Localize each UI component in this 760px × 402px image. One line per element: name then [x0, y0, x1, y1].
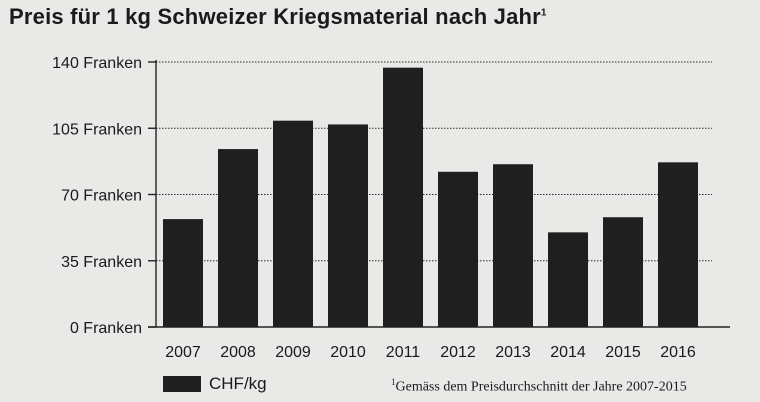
legend-label: CHF/kg	[209, 374, 267, 393]
bar	[658, 162, 698, 327]
x-tick-label: 2014	[550, 344, 586, 361]
bar	[603, 217, 643, 327]
bar	[438, 171, 478, 327]
y-tick-label: 140 Franken	[52, 55, 142, 72]
chart-title-text: Preis für 1 kg Schweizer Kriegsmaterial …	[9, 4, 541, 29]
x-tick-label: 2012	[440, 344, 476, 361]
y-tick-label: 105 Franken	[52, 121, 142, 138]
bar	[273, 120, 313, 327]
x-tick-label: 2009	[275, 344, 311, 361]
x-tick-label: 2010	[330, 344, 366, 361]
y-tick-label: 35 Franken	[61, 254, 142, 271]
chart-title: Preis für 1 kg Schweizer Kriegsmaterial …	[9, 4, 547, 30]
x-tick-label: 2011	[386, 344, 421, 361]
legend-swatch	[163, 376, 201, 392]
bar	[383, 67, 423, 327]
x-tick-label: 2007	[165, 344, 201, 361]
x-tick-label: 2013	[495, 344, 531, 361]
legend: CHF/kg	[163, 374, 267, 394]
bar	[493, 164, 533, 327]
bar	[163, 219, 203, 327]
title-footnote-mark: 1	[540, 7, 547, 19]
bar	[218, 149, 258, 327]
x-tick-label: 2015	[605, 344, 641, 361]
y-tick-label: 0 Franken	[70, 320, 142, 337]
footnote-text: Gemäss dem Preisdurchschnitt der Jahre 2…	[395, 379, 687, 395]
y-tick-label: 70 Franken	[61, 188, 142, 205]
x-tick-label: 2016	[660, 344, 696, 361]
bar	[328, 124, 368, 327]
footnote: 1Gemäss dem Preisdurchschnitt der Jahre …	[391, 377, 687, 396]
x-tick-label: 2008	[220, 344, 256, 361]
bar	[548, 232, 588, 327]
footnote-mark: 1	[391, 377, 396, 387]
